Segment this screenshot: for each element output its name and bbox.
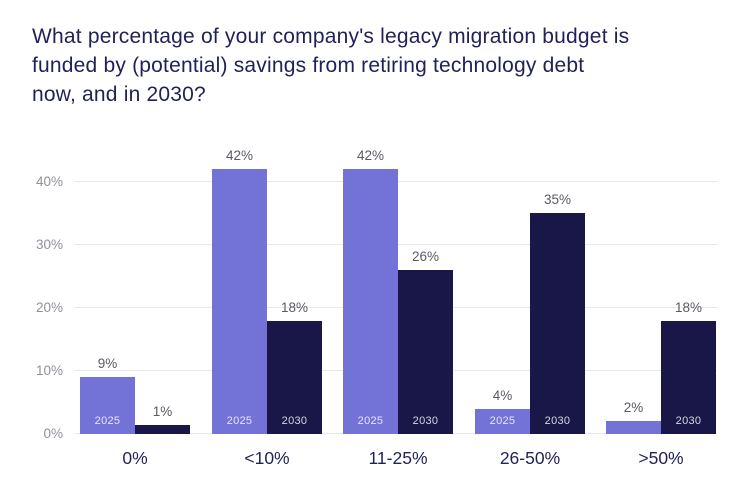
bar-year-label: 2025 — [94, 415, 121, 427]
x-axis-label: 11-25% — [368, 448, 428, 468]
bar-year-label: 2030 — [675, 415, 702, 427]
y-axis-tick: 10% — [35, 363, 63, 378]
bar-2025-<10: 42% 2025 — [212, 148, 267, 434]
y-axis-tick: 20% — [35, 300, 63, 315]
y-axis-tick: 0% — [43, 426, 63, 441]
value-label: 1% — [152, 404, 173, 419]
chart-title: What percentage of your company's legacy… — [32, 25, 630, 106]
value-label: 18% — [280, 300, 309, 315]
bar-group-26-50: 4% 2025 35% 2030 26-50% — [475, 140, 585, 468]
value-label: 9% — [97, 356, 118, 371]
value-label: 42% — [356, 148, 385, 163]
bar-group-11-25: 42% 2025 26% 2030 11-25% — [343, 140, 453, 468]
bar-2030-11-25: 26% 2030 — [398, 249, 453, 434]
bar-year-label: 2030 — [412, 415, 439, 427]
x-axis-label: >50% — [638, 448, 684, 468]
bar-group->50: 2% 18% 2030 >50% — [606, 140, 716, 468]
bar-2030-<10: 18% 2030 — [267, 300, 322, 434]
bar-chart: 0% 10% 20% 30% 40% 9% 2025 1% 0% 42% 2025 18% 2030 <1… — [36, 140, 717, 468]
bar-year-label: 2030 — [544, 415, 571, 427]
x-axis-label: <10% — [244, 448, 290, 468]
bar-2030->50: 18% 2030 — [661, 300, 716, 434]
x-axis-label: 0% — [122, 448, 148, 468]
value-label: 42% — [225, 148, 254, 163]
value-label: 2% — [623, 400, 644, 415]
value-label: 18% — [674, 300, 703, 315]
bar-2025-11-25: 42% 2025 — [343, 148, 398, 434]
y-axis-tick: 30% — [35, 237, 63, 252]
value-label: 4% — [492, 388, 513, 403]
bar-2030-0: 1% — [135, 404, 190, 434]
bar-2025-0: 9% 2025 — [80, 356, 135, 434]
bar-year-label: 2025 — [357, 415, 384, 427]
bar-2025-26-50: 4% 2025 — [475, 388, 530, 434]
bar-2025->50: 2% — [606, 400, 661, 434]
value-label: 35% — [543, 192, 572, 207]
bar-group-<10: 42% 2025 18% 2030 <10% — [212, 140, 322, 468]
bar-year-label: 2025 — [489, 415, 516, 427]
y-axis-tick: 40% — [35, 174, 63, 189]
bar-group-0: 9% 2025 1% 0% — [80, 140, 190, 468]
bar-2030-26-50: 35% 2030 — [530, 192, 585, 434]
bar-year-label: 2030 — [281, 415, 308, 427]
bar-year-label: 2025 — [226, 415, 253, 427]
value-label: 26% — [411, 249, 440, 264]
x-axis-label: 26-50% — [499, 448, 561, 468]
